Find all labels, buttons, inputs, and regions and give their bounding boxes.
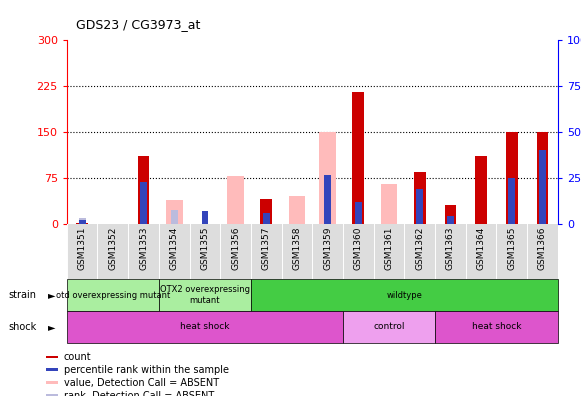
Bar — [159, 279, 251, 311]
Bar — [289, 196, 306, 224]
Bar — [202, 211, 208, 224]
Text: GSM1356: GSM1356 — [231, 227, 240, 270]
Bar — [79, 218, 85, 224]
Text: heat shock: heat shock — [472, 322, 521, 331]
Text: control: control — [373, 322, 405, 331]
Bar — [171, 210, 178, 224]
Text: shock: shock — [9, 322, 37, 332]
Text: percentile rank within the sample: percentile rank within the sample — [64, 365, 228, 375]
Bar — [76, 223, 88, 224]
Text: GSM1351: GSM1351 — [78, 227, 87, 270]
Text: GSM1360: GSM1360 — [354, 227, 363, 270]
Bar — [506, 131, 518, 224]
Text: GSM1358: GSM1358 — [292, 227, 302, 270]
Text: heat shock: heat shock — [180, 322, 229, 331]
Bar — [343, 311, 435, 343]
Text: GSM1365: GSM1365 — [507, 227, 517, 270]
Text: GSM1352: GSM1352 — [108, 227, 117, 270]
Text: GSM1366: GSM1366 — [538, 227, 547, 270]
Text: GSM1361: GSM1361 — [385, 227, 393, 270]
Bar — [166, 200, 182, 224]
Bar — [251, 279, 558, 311]
Text: value, Detection Call = ABSENT: value, Detection Call = ABSENT — [64, 378, 219, 388]
Bar — [45, 394, 58, 396]
Bar — [508, 178, 515, 224]
Bar — [67, 311, 343, 343]
Text: GSM1357: GSM1357 — [262, 227, 271, 270]
Bar — [381, 184, 397, 224]
Bar — [138, 156, 149, 224]
Bar — [475, 156, 487, 224]
Bar — [227, 176, 244, 224]
Bar — [435, 311, 558, 343]
Bar — [263, 213, 270, 224]
Bar — [539, 150, 546, 224]
Text: GDS23 / CG3973_at: GDS23 / CG3973_at — [76, 18, 200, 31]
Text: GSM1355: GSM1355 — [200, 227, 209, 270]
Bar — [444, 205, 456, 224]
Bar — [324, 175, 331, 224]
Bar — [260, 199, 272, 224]
Bar — [355, 202, 362, 224]
Text: wildtype: wildtype — [386, 291, 422, 299]
Bar — [447, 216, 454, 224]
Text: ►: ► — [48, 322, 55, 332]
Bar — [417, 189, 423, 224]
Bar — [319, 131, 336, 224]
Text: rank, Detection Call = ABSENT: rank, Detection Call = ABSENT — [64, 390, 214, 396]
Bar — [79, 220, 85, 224]
Text: strain: strain — [9, 290, 37, 300]
Text: GSM1364: GSM1364 — [476, 227, 486, 270]
Bar — [537, 131, 548, 224]
Bar — [140, 182, 147, 224]
Text: GSM1353: GSM1353 — [139, 227, 148, 270]
Bar — [45, 381, 58, 384]
Bar — [45, 368, 58, 371]
Bar — [45, 356, 58, 358]
Text: count: count — [64, 352, 91, 362]
Text: GSM1354: GSM1354 — [170, 227, 179, 270]
Text: ►: ► — [48, 290, 55, 300]
Bar — [67, 279, 159, 311]
Bar — [414, 171, 425, 224]
Text: otd overexpressing mutant: otd overexpressing mutant — [56, 291, 170, 299]
Text: GSM1359: GSM1359 — [323, 227, 332, 270]
Text: GSM1363: GSM1363 — [446, 227, 455, 270]
Bar — [353, 92, 364, 224]
Text: OTX2 overexpressing
mutant: OTX2 overexpressing mutant — [160, 286, 250, 305]
Text: GSM1362: GSM1362 — [415, 227, 424, 270]
